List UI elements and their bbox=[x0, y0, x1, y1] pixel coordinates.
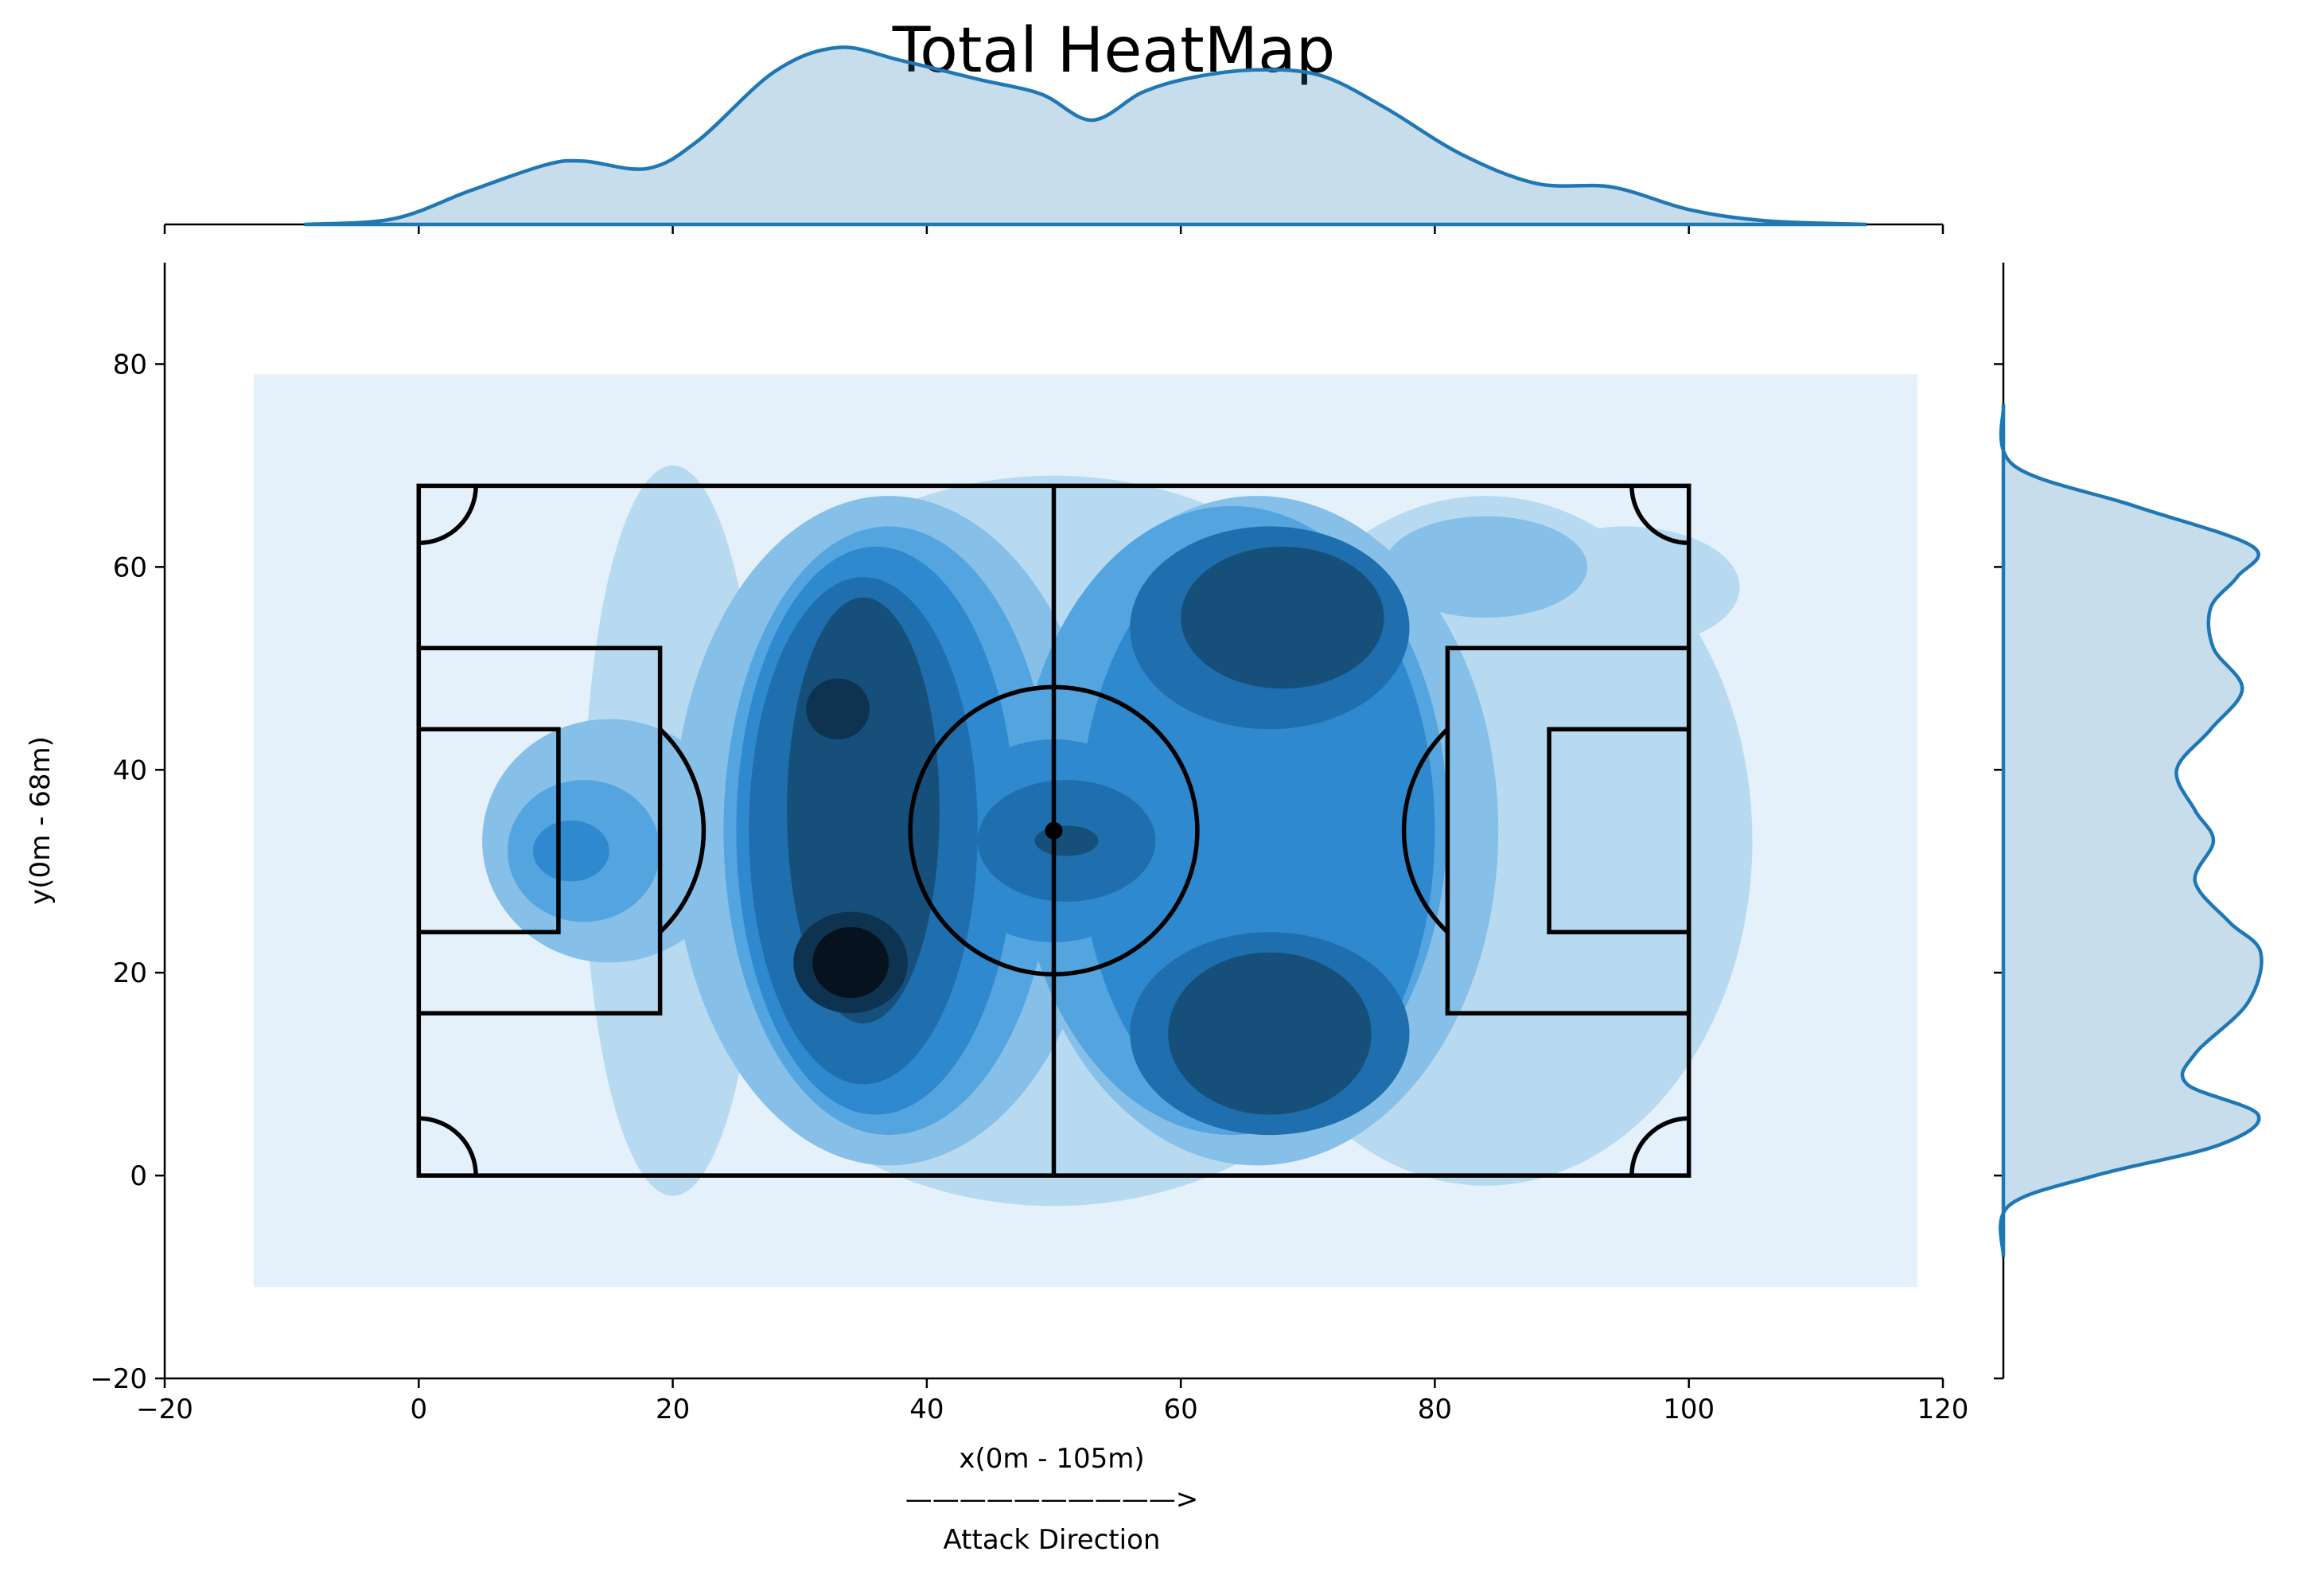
y-tick-label: −20 bbox=[90, 1363, 147, 1395]
y-tick-label: 0 bbox=[130, 1160, 147, 1192]
x-axis-label-attack-direction: Attack Direction bbox=[944, 1524, 1161, 1556]
x-tick-label: 20 bbox=[656, 1394, 690, 1425]
density-contour-level-6 bbox=[1035, 825, 1099, 856]
x-tick-label: 120 bbox=[1917, 1394, 1969, 1425]
density-contour-level-7 bbox=[806, 679, 870, 739]
main-plot-area bbox=[254, 374, 1917, 1287]
y-axis-label: y(0m - 68m) bbox=[25, 736, 56, 905]
x-axis-label-arrow: ——————————> bbox=[905, 1483, 1199, 1515]
x-tick-label: 100 bbox=[1663, 1394, 1715, 1425]
x-axis-label: x(0m - 105m) bbox=[959, 1443, 1144, 1475]
density-contour-level-6 bbox=[1181, 547, 1384, 688]
x-tick-label: 80 bbox=[1418, 1394, 1452, 1425]
x-tick-label: 0 bbox=[410, 1394, 427, 1425]
marginal-y-density-curve bbox=[2000, 404, 2261, 1257]
density-contour-level-6 bbox=[1168, 953, 1371, 1115]
x-tick-label: 60 bbox=[1164, 1394, 1198, 1425]
x-tick-label: −20 bbox=[136, 1394, 193, 1425]
marginal-y-density bbox=[1994, 263, 2261, 1378]
density-heatmap bbox=[254, 374, 1917, 1287]
y-tick-label: 80 bbox=[113, 349, 147, 380]
density-contour-level-4 bbox=[533, 821, 609, 881]
density-contour-level-2 bbox=[1384, 517, 1587, 618]
x-tick-label: 40 bbox=[909, 1394, 944, 1425]
density-contour-level-8 bbox=[812, 927, 889, 998]
y-tick-label: 40 bbox=[113, 754, 147, 786]
y-tick-label: 60 bbox=[113, 552, 147, 583]
y-tick-label: 20 bbox=[113, 957, 147, 989]
center-spot bbox=[1045, 822, 1063, 840]
